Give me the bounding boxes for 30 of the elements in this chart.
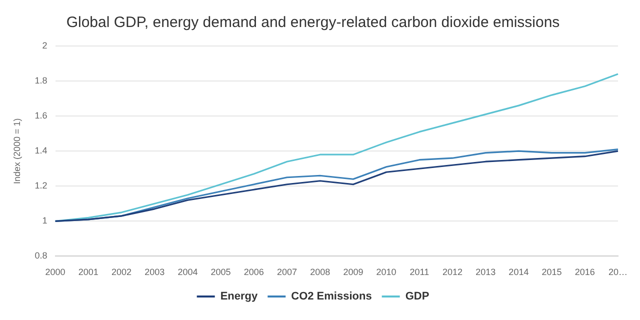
- x-tick-label: 2012: [442, 267, 463, 278]
- chart-title: Global GDP, energy demand and energy-related carbon dioxide emissions: [66, 14, 560, 32]
- x-tick-label: 2008: [310, 267, 330, 278]
- legend-label: Energy: [220, 290, 259, 303]
- x-tick-label: 2006: [244, 267, 264, 278]
- y-tick-label: 2: [42, 40, 48, 50]
- y-tick-label: 0.8: [34, 250, 48, 261]
- x-tick-label: 2004: [178, 267, 198, 278]
- y-tick-label: 1: [42, 216, 48, 226]
- x-tick-label: 2010: [376, 267, 396, 278]
- x-tick-label: 2016: [574, 267, 595, 278]
- x-tick-label: 2013: [476, 267, 496, 278]
- y-tick-label: 1.6: [34, 110, 48, 121]
- y-tick-label: 1.8: [34, 76, 48, 86]
- y-tick-label: 1.4: [34, 146, 48, 156]
- x-tick-label: 2007: [276, 267, 298, 278]
- x-tick-label: 2002: [111, 267, 132, 278]
- x-tick-label: 2000: [45, 267, 66, 278]
- x-tick-label: 20…: [608, 267, 628, 278]
- x-tick-label: 2009: [343, 267, 364, 278]
- x-tick-label: 2015: [542, 267, 562, 278]
- y-tick-label: 1.2: [34, 180, 48, 191]
- legend-label: GDP: [405, 290, 430, 303]
- x-tick-label: 2001: [78, 267, 98, 278]
- x-tick-label: 2005: [210, 267, 231, 278]
- x-tick-label: 2003: [144, 267, 165, 278]
- y-axis-title: Index (2000 = 1): [12, 118, 22, 184]
- x-tick-label: 2014: [508, 267, 529, 278]
- legend-label: CO2 Emissions: [291, 290, 372, 303]
- x-tick-label: 2011: [410, 267, 430, 278]
